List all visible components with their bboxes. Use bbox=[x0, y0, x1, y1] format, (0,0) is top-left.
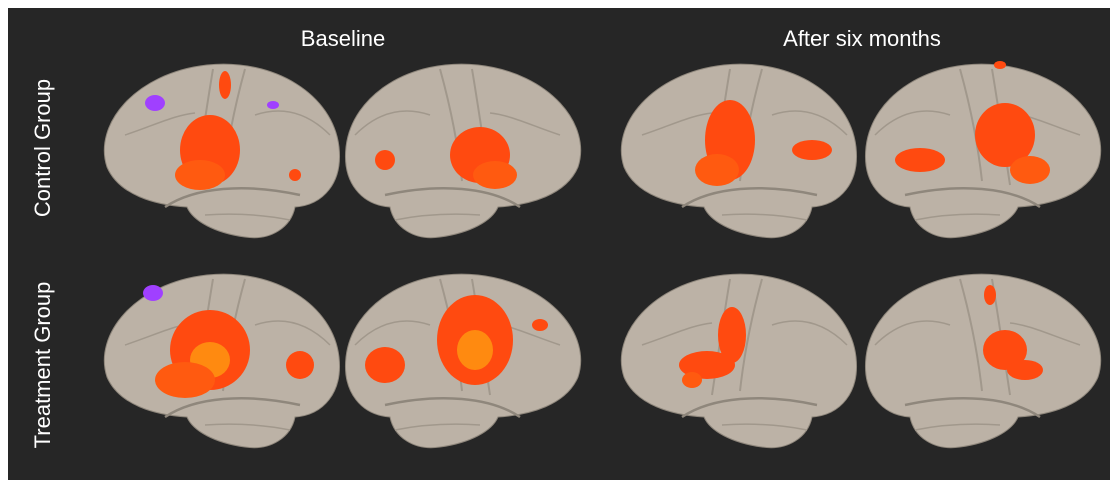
brain-image bbox=[864, 61, 1102, 239]
brain-image bbox=[864, 272, 1102, 449]
brain-image bbox=[103, 62, 341, 239]
brain-image bbox=[620, 62, 858, 239]
brain-image bbox=[103, 272, 341, 449]
brain-image bbox=[620, 272, 858, 449]
column-header: After six months bbox=[783, 26, 941, 51]
brain-image bbox=[344, 272, 582, 449]
brain-image bbox=[344, 62, 582, 239]
row-label: Control Group bbox=[30, 79, 55, 217]
column-header: Baseline bbox=[301, 26, 385, 51]
row-label: Treatment Group bbox=[30, 282, 55, 449]
